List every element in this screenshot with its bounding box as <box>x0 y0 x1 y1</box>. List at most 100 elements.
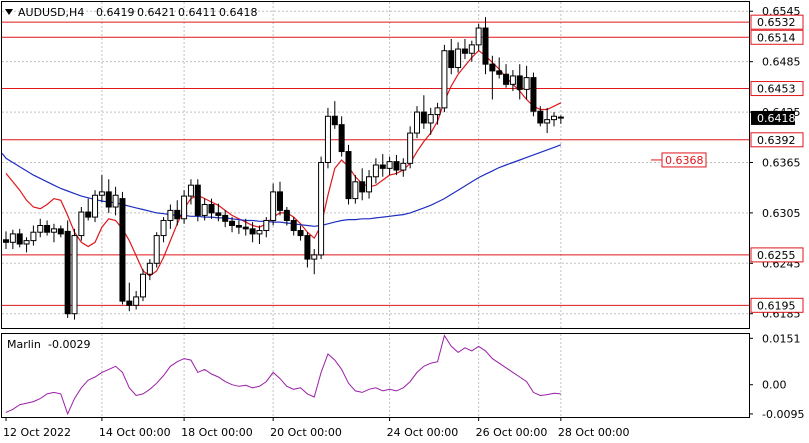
level-price-tag <box>750 132 804 148</box>
candle-body <box>187 184 194 197</box>
candle-body <box>304 235 311 260</box>
candle-body <box>153 235 160 264</box>
oscillator-plot-frame <box>1 333 750 418</box>
candle-body <box>146 262 153 275</box>
candle-body <box>468 44 475 54</box>
candle-body <box>201 203 208 216</box>
candle-body <box>71 235 78 315</box>
candle-body <box>98 191 105 196</box>
current-price-tag <box>751 110 795 125</box>
candle-body <box>551 115 557 121</box>
candle-body <box>30 231 37 242</box>
candle-body <box>441 50 448 109</box>
candle-body <box>400 162 407 171</box>
target-tag <box>661 152 707 168</box>
candle-body <box>530 77 537 112</box>
price-tick-label: 0.6305 <box>762 207 801 220</box>
chart-header: AUDUSD,H4 0.6419 0.6421 0.6411 0.6418 <box>5 6 258 19</box>
current-price-label: 0.6418 <box>757 112 796 125</box>
level-price-label: 0.6255 <box>757 249 796 262</box>
grid-lines <box>2 2 749 417</box>
candle-body <box>345 151 352 200</box>
candle-body <box>379 164 386 169</box>
candle-body <box>482 27 489 65</box>
main-plot-frame <box>1 1 750 329</box>
candle-body <box>427 114 434 124</box>
candle-body <box>324 115 331 163</box>
candle-body <box>3 239 9 243</box>
candle-body <box>194 184 201 216</box>
candle-body <box>112 194 119 208</box>
candle-body <box>105 191 112 208</box>
time-tick-label: 14 Oct 00:00 <box>99 426 171 439</box>
candle-body <box>57 228 64 235</box>
candle-body <box>126 300 133 306</box>
candle-body <box>270 191 277 221</box>
candle-body <box>496 70 503 75</box>
candle-body <box>407 132 414 164</box>
oscillator-tick-label: -0.0095 <box>762 408 804 421</box>
candle-body <box>242 226 249 230</box>
candle-body <box>509 75 516 85</box>
candle-body <box>23 240 30 245</box>
level-price-tag <box>750 14 804 30</box>
oscillator-tick-label: 0.0151 <box>762 332 801 345</box>
oscillator-name: Marlin <box>7 338 41 351</box>
fast-moving-average-line <box>5 49 562 277</box>
candle-body <box>44 224 51 233</box>
level-price-tag <box>750 29 804 45</box>
candle-body <box>222 214 229 222</box>
candle-body <box>386 161 393 169</box>
price-tick-label: 0.6365 <box>762 156 801 169</box>
candle-body <box>64 230 71 315</box>
candle-body <box>160 219 167 237</box>
high-value: 0.6421 <box>137 6 176 19</box>
price-tick-label: 0.6485 <box>762 56 801 69</box>
candle-body <box>489 63 496 72</box>
price-axis: 0.65450.64850.64250.63650.63050.62450.61… <box>749 5 804 321</box>
candle-body <box>557 116 564 119</box>
level-price-label: 0.6195 <box>757 299 796 312</box>
candle-body <box>537 110 544 124</box>
candle-body <box>85 211 92 218</box>
candle-body <box>544 119 551 124</box>
candle-body <box>331 115 338 126</box>
symbol-label: AUDUSD,H4 <box>18 6 84 19</box>
candle-body <box>475 27 482 46</box>
oscillator-line <box>5 334 561 416</box>
candle-body <box>516 75 523 90</box>
candle-body <box>290 219 297 232</box>
candle-body <box>359 181 366 193</box>
level-price-label: 0.6532 <box>757 16 796 29</box>
candle-body <box>235 224 242 228</box>
close-value: 0.6418 <box>219 6 258 19</box>
candle-body <box>366 176 373 193</box>
candle-body <box>263 219 270 232</box>
candle-body <box>50 228 57 233</box>
candle-body <box>133 296 140 306</box>
candle-body <box>338 124 345 153</box>
moving-averages <box>1 49 562 277</box>
time-tick-label: 26 Oct 00:00 <box>476 426 548 439</box>
candle-body <box>372 164 379 178</box>
candle-body <box>119 198 126 302</box>
time-tick-label: 18 Oct 00:00 <box>181 426 253 439</box>
candle-body <box>414 111 420 134</box>
candle-body <box>174 209 181 220</box>
candle-body <box>215 212 222 216</box>
candle-body <box>318 161 325 256</box>
candle-body <box>434 107 441 116</box>
level-price-tag <box>750 81 804 97</box>
candles <box>3 17 564 320</box>
candle-body <box>37 224 44 233</box>
level-price-tag <box>750 247 804 263</box>
candle-body <box>283 209 290 221</box>
candle-body <box>256 230 263 235</box>
time-tick-label: 24 Oct 00:00 <box>387 426 459 439</box>
time-tick-label: 20 Oct 00:00 <box>270 426 342 439</box>
candle-body <box>448 50 455 69</box>
level-price-label: 0.6392 <box>757 134 796 147</box>
header-triangle-icon <box>5 9 13 15</box>
candle-body <box>208 203 215 214</box>
